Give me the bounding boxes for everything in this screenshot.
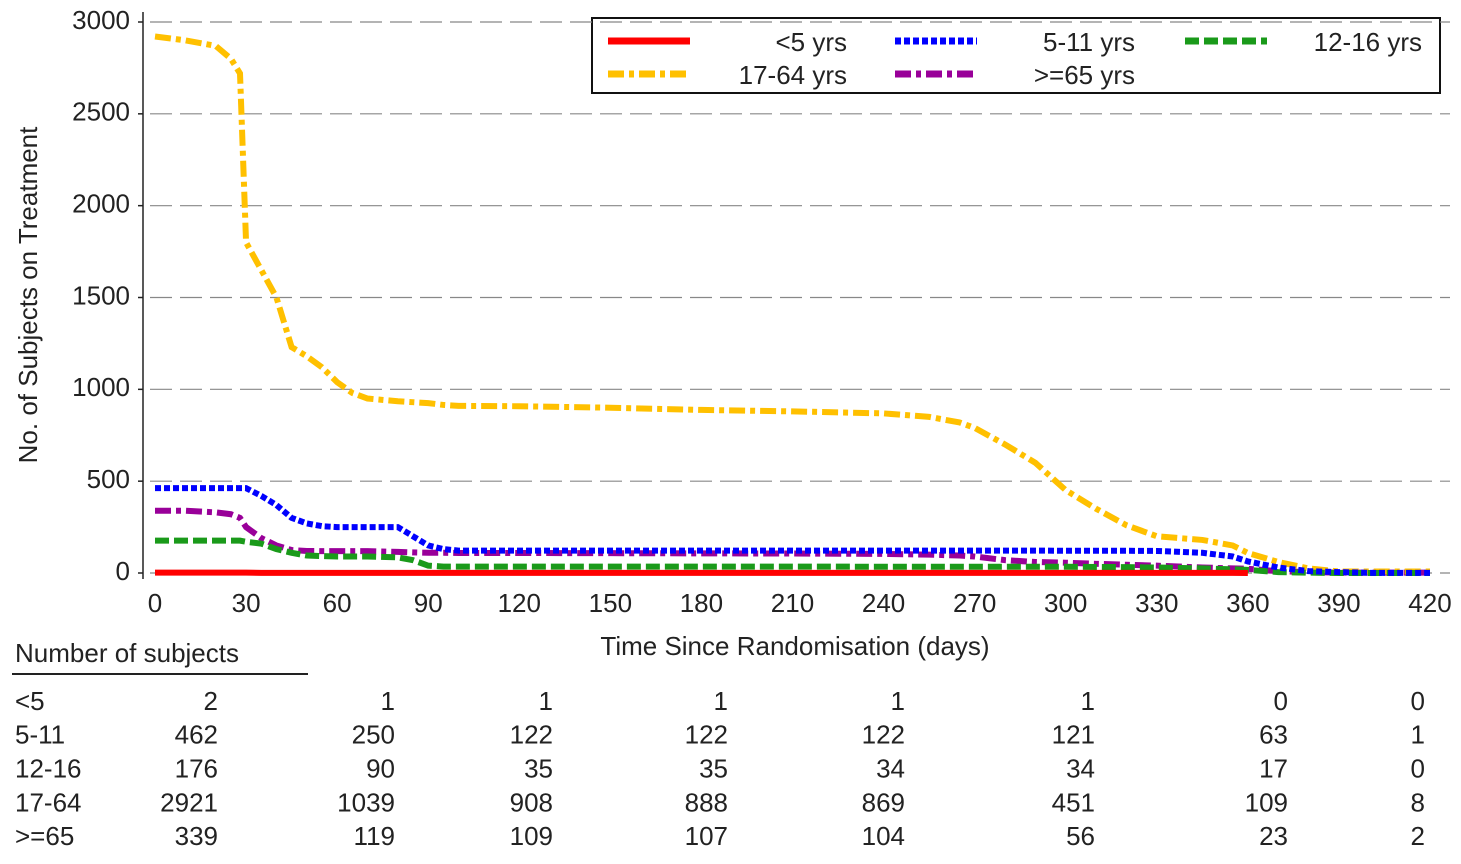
x-tick-label: 360 bbox=[1226, 588, 1269, 618]
table-cell: 0 bbox=[1411, 686, 1425, 716]
y-tick-label: 1500 bbox=[72, 280, 130, 310]
table-row-label: 12-16 bbox=[15, 753, 82, 783]
table-cell: 119 bbox=[354, 821, 395, 851]
table-row-label: >=65 bbox=[15, 821, 74, 851]
table-cell: 109 bbox=[1245, 787, 1288, 817]
y-tick-label: 3000 bbox=[72, 5, 130, 35]
y-tick-label: 2000 bbox=[72, 189, 130, 219]
table-cell: 1 bbox=[714, 686, 728, 716]
table-cell: 8 bbox=[1411, 787, 1425, 817]
x-axis-label: Time Since Randomisation (days) bbox=[600, 631, 989, 661]
table-cell: 121 bbox=[1052, 720, 1095, 750]
table-cell: 122 bbox=[685, 720, 728, 750]
x-tick-label: 300 bbox=[1044, 588, 1087, 618]
table-cell: 122 bbox=[510, 720, 553, 750]
table-cell: 63 bbox=[1259, 720, 1288, 750]
table-cell: 56 bbox=[1066, 821, 1095, 851]
x-tick-label: 330 bbox=[1135, 588, 1178, 618]
table-cell: 451 bbox=[1052, 787, 1095, 817]
table-cell: 23 bbox=[1259, 821, 1288, 851]
table-cell: 250 bbox=[352, 720, 395, 750]
x-tick-label: 210 bbox=[771, 588, 814, 618]
x-tick-label: 60 bbox=[323, 588, 352, 618]
x-tick-label: 420 bbox=[1408, 588, 1451, 618]
table-cell: 339 bbox=[175, 821, 218, 851]
table-cell: 0 bbox=[1274, 686, 1288, 716]
table-cell: 35 bbox=[524, 753, 553, 783]
table-cell: 869 bbox=[862, 787, 905, 817]
legend-label: 17-64 yrs bbox=[739, 60, 847, 90]
table-cell: 104 bbox=[862, 821, 905, 851]
series-line bbox=[155, 537, 1430, 576]
table-cell: 17 bbox=[1259, 753, 1288, 783]
table-cell: 1 bbox=[1081, 686, 1095, 716]
y-tick-label: 0 bbox=[116, 556, 130, 586]
legend-label: 5-11 yrs bbox=[1043, 27, 1135, 57]
x-tick-label: 120 bbox=[498, 588, 541, 618]
y-tick-label: 500 bbox=[87, 464, 130, 494]
legend-label: 12-16 yrs bbox=[1314, 27, 1422, 57]
table-cell: 2 bbox=[204, 686, 218, 716]
series-line bbox=[155, 485, 1430, 576]
table-cell: 35 bbox=[699, 753, 728, 783]
table-cell: 462 bbox=[175, 720, 218, 750]
table-cell: 109 bbox=[510, 821, 553, 851]
table-cell: 2921 bbox=[160, 787, 218, 817]
table-title: Number of subjects bbox=[15, 638, 239, 668]
x-tick-label: 150 bbox=[589, 588, 632, 618]
table-cell: 176 bbox=[175, 753, 218, 783]
x-tick-label: 390 bbox=[1317, 588, 1360, 618]
y-tick-label: 1000 bbox=[72, 372, 130, 402]
legend-label: <5 yrs bbox=[775, 27, 847, 57]
table-cell: 2 bbox=[1411, 821, 1425, 851]
y-axis-label: No. of Subjects on Treatment bbox=[13, 126, 43, 464]
table-cell: 888 bbox=[685, 787, 728, 817]
x-tick-label: 90 bbox=[414, 588, 443, 618]
table-row-label: 17-64 bbox=[15, 787, 82, 817]
table-cell: 1039 bbox=[337, 787, 395, 817]
table-cell: 1 bbox=[381, 686, 395, 716]
table-cell: 34 bbox=[876, 753, 905, 783]
table-cell: 1 bbox=[539, 686, 553, 716]
table-cell: 908 bbox=[510, 787, 553, 817]
table-cell: 0 bbox=[1411, 753, 1425, 783]
table-cell: 107 bbox=[685, 821, 728, 851]
table-cell: 90 bbox=[366, 753, 395, 783]
table-cell: 122 bbox=[862, 720, 905, 750]
x-tick-label: 180 bbox=[680, 588, 723, 618]
table-row-label: <5 bbox=[15, 686, 45, 716]
table-cell: 1 bbox=[891, 686, 905, 716]
x-tick-label: 30 bbox=[232, 588, 261, 618]
table-row-label: 5-11 bbox=[15, 720, 65, 750]
x-tick-label: 0 bbox=[148, 588, 162, 618]
series-line bbox=[155, 507, 1430, 576]
y-tick-label: 2500 bbox=[72, 97, 130, 127]
table-cell: 34 bbox=[1066, 753, 1095, 783]
table-cell: 1 bbox=[1411, 720, 1425, 750]
series-line bbox=[154, 33, 1430, 575]
x-tick-label: 270 bbox=[953, 588, 996, 618]
legend-box bbox=[591, 17, 1441, 94]
x-tick-label: 240 bbox=[862, 588, 905, 618]
legend-label: >=65 yrs bbox=[1034, 60, 1135, 90]
